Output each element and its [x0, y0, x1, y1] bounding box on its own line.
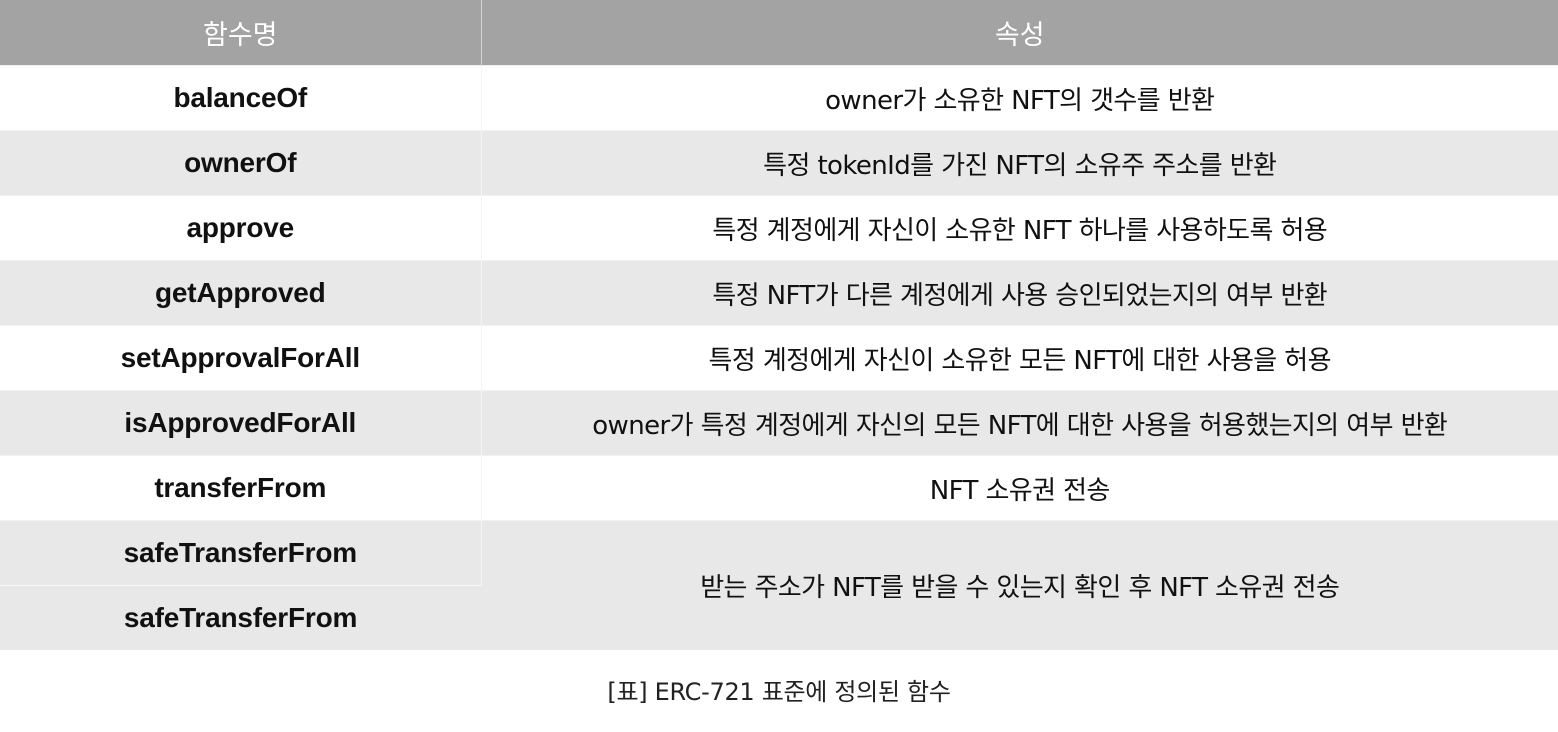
attribute-cell: 특정 계정에게 자신이 소유한 NFT 하나를 사용하도록 허용: [481, 195, 1558, 261]
table-row: safeTransferFrom: [0, 585, 1558, 650]
attribute-cell: owner가 특정 계정에게 자신의 모든 NFT에 대한 사용을 허용했는지의…: [481, 390, 1558, 456]
function-name-cell: approve: [0, 195, 482, 261]
function-name-cell: balanceOf: [0, 65, 482, 131]
function-name-cell: isApprovedForAll: [0, 390, 482, 456]
table-caption: [표] ERC-721 표준에 정의된 함수: [607, 678, 951, 706]
attribute-cell: NFT 소유권 전송: [481, 455, 1558, 521]
table-row: safeTransferFrom 받는 주소가 NFT를 받을 수 있는지 확인…: [0, 520, 1558, 650]
function-name-cell: ownerOf: [0, 130, 482, 196]
attribute-cell: 특정 tokenId를 가진 NFT의 소유주 주소를 반환: [481, 130, 1558, 196]
erc721-functions-table: 함수명 속성 balanceOf owner가 소유한 NFT의 갯수를 반환 …: [0, 0, 1558, 650]
table-row: setApprovalForAll 특정 계정에게 자신이 소유한 모든 NFT…: [0, 325, 1558, 391]
table-row: isApprovedForAll owner가 특정 계정에게 자신의 모든 N…: [0, 390, 1558, 456]
attribute-cell: 특정 NFT가 다른 계정에게 사용 승인되었는지의 여부 반환: [481, 260, 1558, 326]
header-function-name: 함수명: [0, 0, 482, 66]
function-name-cell: safeTransferFrom: [0, 585, 481, 650]
attribute-cell-merged: 받는 주소가 NFT를 받을 수 있는지 확인 후 NFT 소유권 전송: [481, 520, 1558, 650]
attribute-cell: 특정 계정에게 자신이 소유한 모든 NFT에 대한 사용을 허용: [481, 325, 1558, 391]
header-attribute: 속성: [481, 0, 1558, 66]
table-row: ownerOf 특정 tokenId를 가진 NFT의 소유주 주소를 반환: [0, 130, 1558, 196]
attribute-cell: owner가 소유한 NFT의 갯수를 반환: [481, 65, 1558, 131]
function-name-cell: setApprovalForAll: [0, 325, 482, 391]
function-name-cell: getApproved: [0, 260, 482, 326]
function-name-cell: safeTransferFrom: [0, 520, 482, 586]
function-name-cell: transferFrom: [0, 455, 482, 521]
table-row: approve 특정 계정에게 자신이 소유한 NFT 하나를 사용하도록 허용: [0, 195, 1558, 261]
table-header-row: 함수명 속성: [0, 0, 1558, 66]
table-row: transferFrom NFT 소유권 전송: [0, 455, 1558, 521]
table-row: balanceOf owner가 소유한 NFT의 갯수를 반환: [0, 65, 1558, 131]
table-row: getApproved 특정 NFT가 다른 계정에게 사용 승인되었는지의 여…: [0, 260, 1558, 326]
